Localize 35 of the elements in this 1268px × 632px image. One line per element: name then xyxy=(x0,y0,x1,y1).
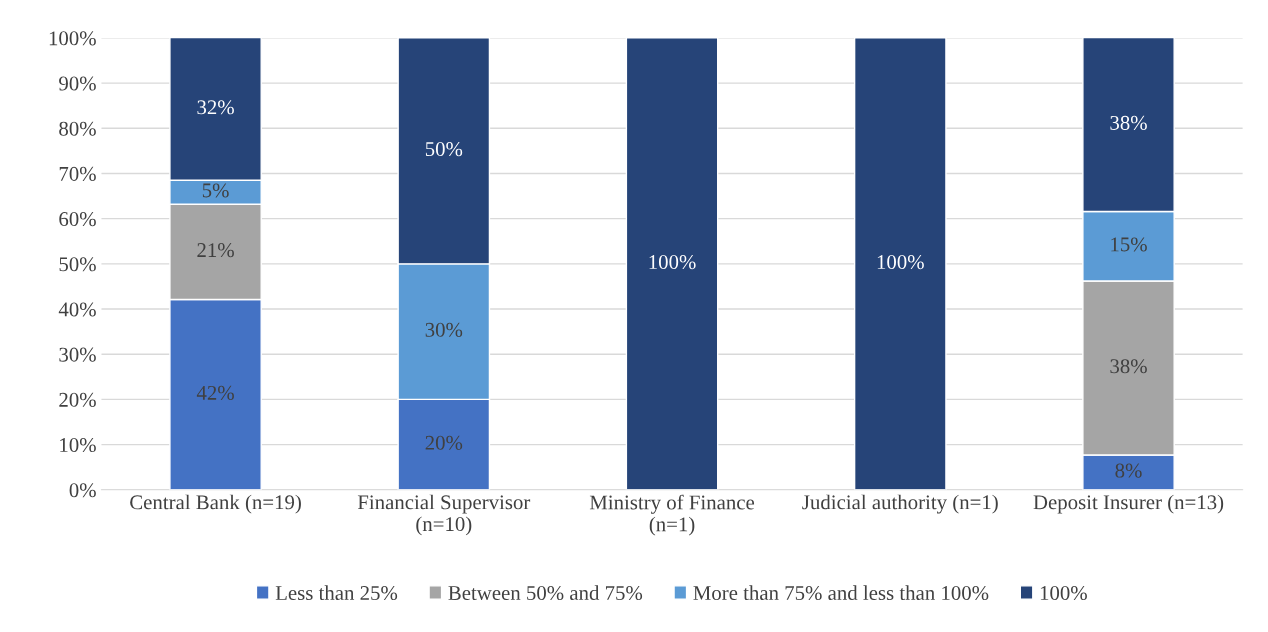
y-tick-label: 70% xyxy=(59,166,96,181)
x-tick-label: Central Bank (n=19) xyxy=(130,494,301,514)
data-label: 15% xyxy=(1111,237,1147,252)
legend-label: Between 50% and 75% xyxy=(448,585,643,601)
data-label: 32% xyxy=(197,100,234,115)
data-label: 30% xyxy=(425,322,463,337)
data-label: 5% xyxy=(202,183,229,198)
y-tick-label: 80% xyxy=(59,121,96,136)
y-tick-label: 30% xyxy=(59,347,96,362)
legend-label: 100% xyxy=(1040,585,1087,601)
y-tick-label: 10% xyxy=(60,437,96,453)
y-tick-label: 20% xyxy=(59,392,96,407)
data-label: 100% xyxy=(649,255,696,270)
y-tick-label: 60% xyxy=(59,212,96,227)
y-tick-label: 40% xyxy=(58,302,96,317)
data-label: 21% xyxy=(197,243,234,258)
data-label: 20% xyxy=(425,435,463,450)
y-tick-label: 90% xyxy=(59,76,96,91)
data-label: 38% xyxy=(1110,359,1147,374)
data-label: 8% xyxy=(1115,463,1142,478)
x-tick-label: Financial Supervisor (n=10) xyxy=(357,494,531,536)
legend-label: Less than 25% xyxy=(275,585,398,601)
data-label: 100% xyxy=(877,255,924,270)
bar xyxy=(853,37,947,490)
legend-label: More than 75% and less than 100% xyxy=(693,585,989,601)
bar xyxy=(625,37,719,490)
y-tick-label: 0% xyxy=(69,483,96,498)
data-label: 38% xyxy=(1110,115,1147,130)
y-tick-label: 50% xyxy=(59,257,96,272)
data-label: 42% xyxy=(196,385,234,400)
y-tick-label: 100% xyxy=(49,31,96,46)
x-tick-label: Deposit Insurer (n=13) xyxy=(1033,494,1224,514)
data-label: 50% xyxy=(425,142,463,157)
x-tick-label: Ministry of Finance (n=1) xyxy=(589,494,755,536)
x-tick-label: Judicial authority (n=1) xyxy=(802,494,998,514)
